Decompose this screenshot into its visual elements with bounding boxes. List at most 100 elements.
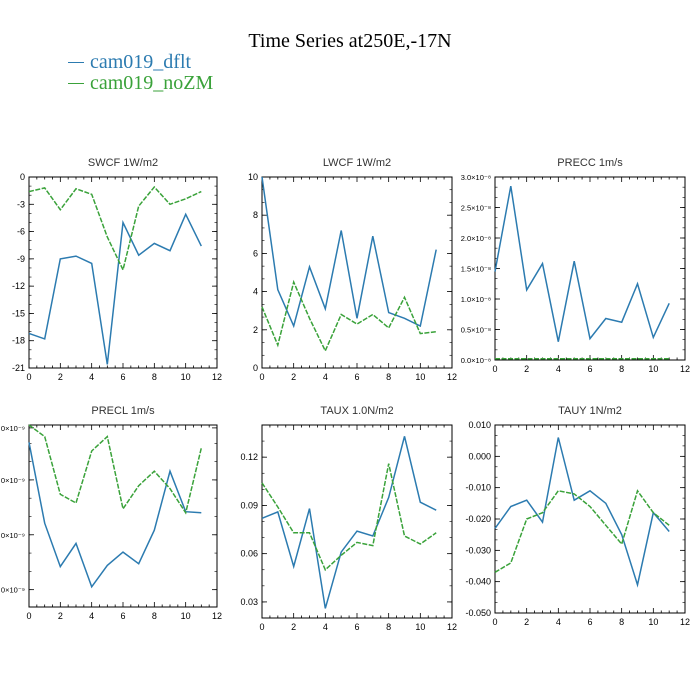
x-tick-label: 8 — [619, 617, 624, 627]
panel-3-series-dflt-line — [494, 185, 670, 342]
y-tick-label: 10 — [248, 172, 258, 182]
legend-line-icon — [68, 62, 84, 63]
y-tick-label: 0×10⁻⁹ — [1, 424, 25, 433]
x-tick-label: 2 — [291, 622, 296, 632]
y-tick-label: 0×10⁻⁹ — [1, 586, 25, 595]
x-tick-label: 12 — [212, 372, 222, 382]
x-tick-label: 2 — [524, 364, 529, 374]
y-tick-label: -0.040 — [465, 577, 491, 587]
y-tick-label: 0.5×10⁻⁸ — [461, 326, 491, 335]
x-tick-label: 8 — [152, 372, 157, 382]
panel-5-title: TAUX 1.0N/m2 — [320, 405, 393, 417]
legend-label-dflt: cam019_dflt — [90, 51, 192, 73]
x-tick-label: 10 — [415, 622, 425, 632]
x-tick-label: 0 — [492, 617, 497, 627]
x-tick-label: 12 — [212, 611, 222, 621]
y-tick-label: 0.0×10⁻⁸ — [461, 356, 491, 365]
x-tick-label: 4 — [89, 372, 94, 382]
x-tick-label: 12 — [447, 372, 457, 382]
x-tick-label: 6 — [354, 372, 359, 382]
x-tick-label: 6 — [120, 372, 125, 382]
x-tick-label: 12 — [680, 617, 690, 627]
x-tick-label: 8 — [152, 611, 157, 621]
y-tick-label: -6 — [17, 227, 25, 237]
y-tick-label: 8 — [253, 210, 258, 220]
panel-2-frame — [261, 176, 453, 369]
panel-3-title: PRECC 1m/s — [557, 157, 623, 169]
panel-5-series-dflt-line — [261, 436, 437, 609]
x-tick-label: 2 — [524, 617, 529, 627]
y-tick-label: -0.050 — [465, 608, 491, 618]
panel-6-series-dflt-line — [494, 437, 670, 588]
x-tick-label: 10 — [648, 617, 658, 627]
x-tick-label: 2 — [58, 372, 63, 382]
y-tick-label: 6 — [253, 248, 258, 258]
page-title: Time Series at250E,-17N — [248, 30, 452, 52]
y-tick-label: 2 — [253, 325, 258, 335]
y-tick-label: -0.010 — [465, 483, 491, 493]
y-tick-label: 0×10⁻⁹ — [1, 531, 25, 540]
y-tick-label: 2.5×10⁻⁸ — [461, 204, 491, 213]
panel-1-series-dflt-line — [28, 212, 202, 365]
y-tick-label: -3 — [17, 199, 25, 209]
panel-4-frame — [28, 424, 218, 608]
legend-line-icon — [68, 83, 84, 84]
y-tick-label: -18 — [12, 336, 25, 346]
x-tick-label: 4 — [323, 622, 328, 632]
x-tick-label: 4 — [556, 617, 561, 627]
x-tick-label: 0 — [26, 372, 31, 382]
panel-1-title: SWCF 1W/m2 — [88, 157, 158, 169]
x-tick-label: 10 — [181, 611, 191, 621]
x-tick-label: 0 — [259, 372, 264, 382]
x-tick-label: 2 — [58, 611, 63, 621]
y-tick-label: 4 — [253, 287, 258, 297]
y-tick-label: 0 — [253, 363, 258, 373]
x-tick-label: 6 — [354, 622, 359, 632]
legend-label-nozm: cam019_noZM — [90, 72, 214, 94]
y-tick-label: -0.030 — [465, 545, 491, 555]
y-tick-label: 3.0×10⁻⁸ — [461, 173, 491, 182]
x-tick-label: 4 — [556, 364, 561, 374]
x-tick-label: 12 — [447, 622, 457, 632]
x-tick-label: 4 — [89, 611, 94, 621]
y-tick-label: 0.12 — [240, 452, 258, 462]
legend-entry-nozm: cam019_noZM — [68, 72, 213, 95]
legend-entry-dflt: cam019_dflt — [68, 51, 191, 74]
x-tick-label: 10 — [181, 372, 191, 382]
x-tick-label: 10 — [415, 372, 425, 382]
x-tick-label: 6 — [587, 617, 592, 627]
y-tick-label: 1.5×10⁻⁸ — [461, 265, 491, 274]
x-tick-label: 6 — [587, 364, 592, 374]
y-tick-label: 1.0×10⁻⁸ — [461, 295, 491, 304]
panel-4-title: PRECL 1m/s — [91, 405, 155, 417]
panel-2-series-dflt-line — [261, 176, 437, 329]
y-tick-label: 0 — [20, 172, 25, 182]
y-tick-label: 0.09 — [240, 500, 258, 510]
y-tick-label: 0.06 — [240, 549, 258, 559]
x-tick-label: 0 — [259, 622, 264, 632]
panel-4-series-dflt-line — [28, 442, 202, 589]
panel-4-series-nozm-line — [28, 424, 203, 515]
x-tick-label: 4 — [323, 372, 328, 382]
y-tick-label: -15 — [12, 308, 25, 318]
y-tick-label: -0.020 — [465, 514, 491, 524]
x-tick-label: 10 — [648, 364, 658, 374]
panel-5-frame — [261, 424, 453, 619]
y-tick-label: 0.000 — [468, 451, 491, 461]
x-tick-label: 0 — [492, 364, 497, 374]
panel-1-series-nozm-line — [28, 185, 202, 273]
panel-6-title: TAUY 1N/m2 — [558, 405, 622, 417]
y-tick-label: 0.03 — [240, 597, 258, 607]
x-tick-label: 8 — [386, 622, 391, 632]
y-tick-label: -9 — [17, 254, 25, 264]
y-tick-label: 0×10⁻⁹ — [1, 476, 25, 485]
x-tick-label: 0 — [26, 611, 31, 621]
x-tick-label: 8 — [619, 364, 624, 374]
y-tick-label: 0.010 — [468, 420, 491, 430]
y-tick-label: -21 — [12, 363, 25, 373]
x-tick-label: 12 — [680, 364, 690, 374]
y-tick-label: -12 — [12, 281, 25, 291]
panel-6-series-nozm-line — [494, 489, 670, 573]
x-tick-label: 6 — [120, 611, 125, 621]
